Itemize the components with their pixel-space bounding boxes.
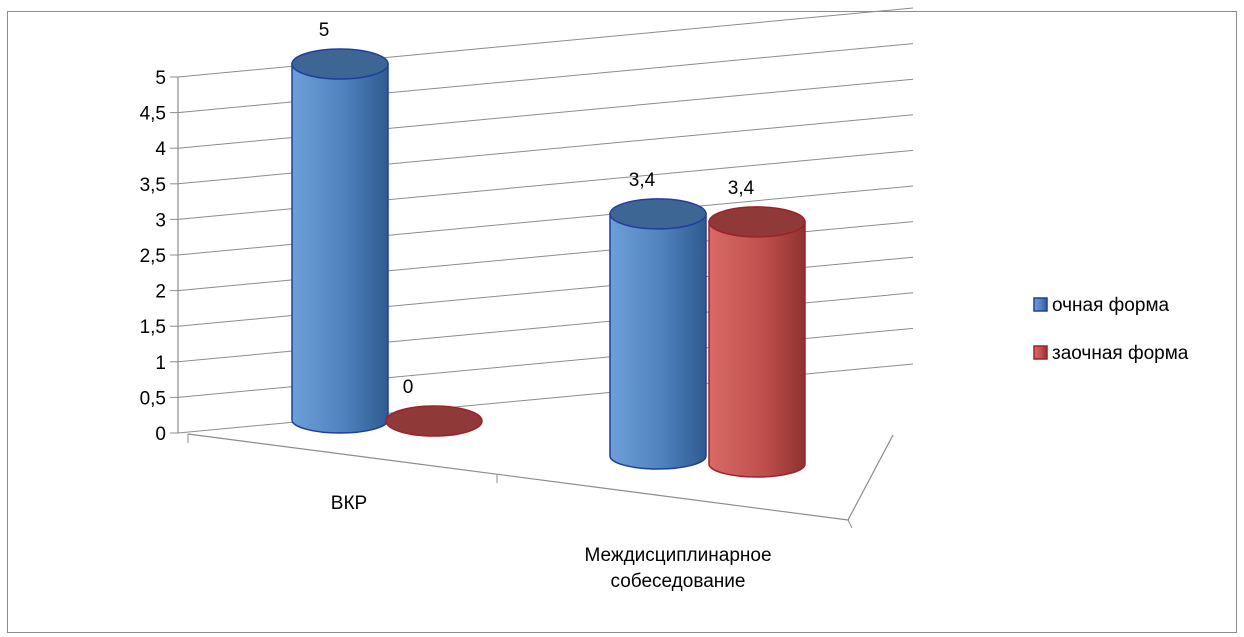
floor-front-edge [187, 433, 849, 521]
data-label: 3,4 [629, 170, 656, 191]
y-tick-label: 4 [155, 139, 166, 160]
bar-cylinder [385, 405, 483, 437]
y-tick-label: 2,5 [140, 246, 166, 267]
data-label: 5 [319, 20, 330, 41]
legend-swatch [1033, 345, 1048, 360]
bar-top [385, 405, 483, 437]
bar-top [609, 198, 707, 230]
bar-body [291, 63, 389, 434]
y-tick-label: 3 [155, 210, 166, 231]
legend-label: заочная форма [1052, 343, 1189, 364]
y-tick-label: 0 [155, 424, 166, 445]
floor-right-edge [847, 434, 894, 521]
data-label: 3,4 [728, 178, 755, 199]
gridline [177, 114, 914, 185]
gridline [177, 43, 914, 114]
bar-cylinder [609, 198, 707, 470]
legend: очная форма заочная форма [1033, 295, 1189, 364]
y-tick-label: 5 [155, 68, 166, 89]
bar-series-group [291, 48, 806, 478]
x-tick-mark [847, 519, 853, 529]
gridline [177, 149, 914, 220]
y-tick-label: 4,5 [140, 104, 166, 125]
gridline [177, 7, 914, 78]
gridline [177, 78, 914, 149]
y-tick-label: 1,5 [140, 317, 166, 338]
bar-cylinder [291, 48, 389, 434]
bar-top [708, 206, 806, 238]
x-category-label: Междисциплинарное собеседование [584, 545, 771, 592]
y-tick-label: 1 [155, 353, 166, 374]
bar-body [609, 213, 707, 470]
y-tick-label: 0,5 [140, 388, 166, 409]
x-category-label: ВКР [331, 493, 367, 514]
y-tick-label: 3,5 [140, 175, 166, 196]
labels-group: 0 0,5 1 1,5 2 2,5 3 3,5 4 4,5 5 5 3,4 0 3,4 ВКР Междисци… [140, 20, 772, 592]
bar-body [708, 221, 806, 478]
legend-label: очная форма [1052, 295, 1170, 316]
y-tick-label: 2 [155, 282, 166, 303]
bar-cylinder [708, 206, 806, 478]
data-label: 0 [403, 377, 414, 398]
legend-swatch [1033, 297, 1048, 312]
bar-top [291, 48, 389, 80]
